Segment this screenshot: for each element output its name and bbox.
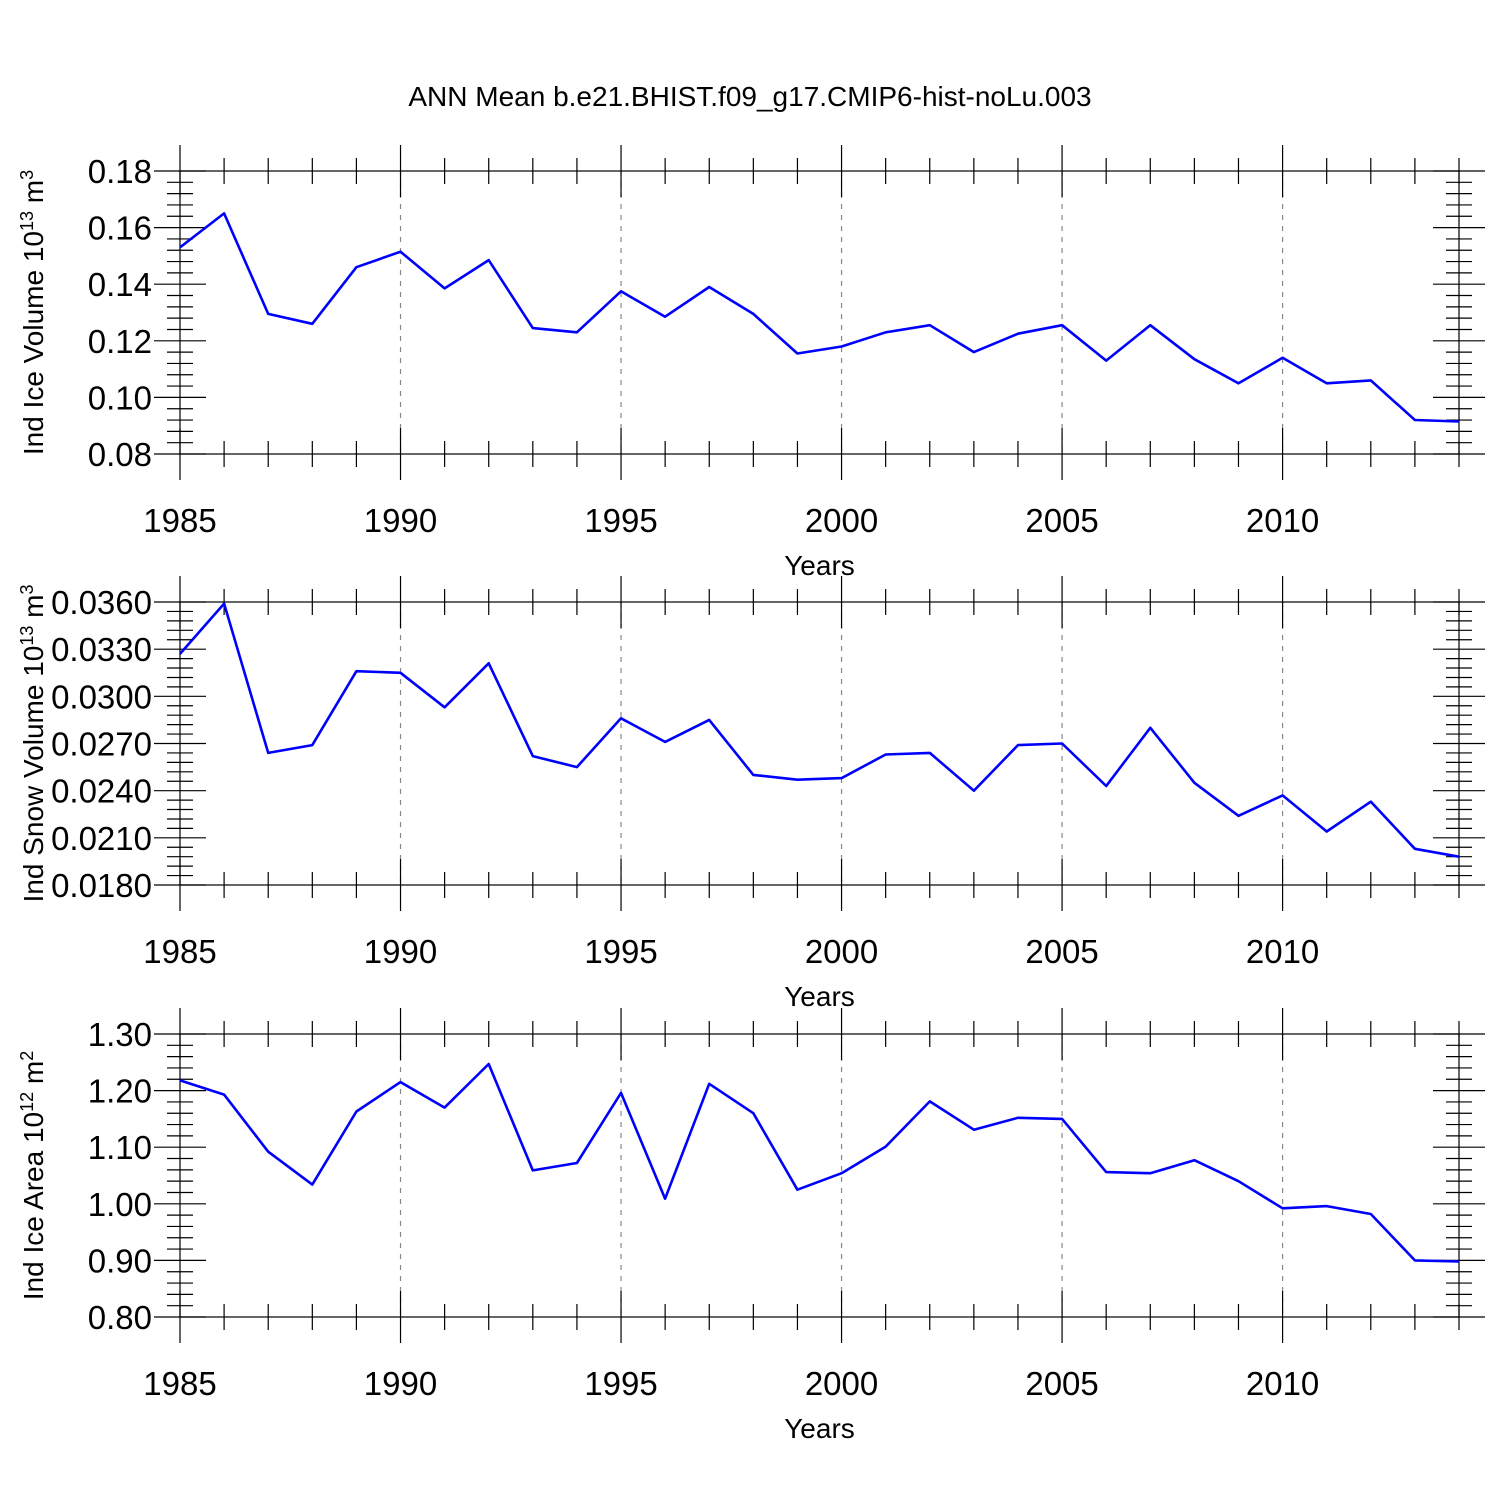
x-tick-label: 2000 <box>805 502 878 539</box>
plot-frame <box>179 170 1460 455</box>
x-tick-label: 1990 <box>364 933 437 970</box>
x-tick-label: 2000 <box>805 1365 878 1402</box>
y-axis-title: Ind Ice Volume 1013 m3 <box>17 170 49 455</box>
x-tick-label: 1990 <box>364 1365 437 1402</box>
y-tick-label: 1.00 <box>88 1186 152 1223</box>
y-tick-label: 0.10 <box>88 379 152 416</box>
x-tick-label: 2005 <box>1025 502 1098 539</box>
y-tick-label: 0.0240 <box>51 773 152 810</box>
y-tick-label: 0.0270 <box>51 726 152 763</box>
x-tick-label: 2010 <box>1246 502 1319 539</box>
x-tick-label: 1995 <box>584 933 657 970</box>
y-tick-label: 1.30 <box>88 1016 152 1053</box>
series-line <box>179 602 1460 858</box>
panel-1: 0.08 0.10 0.12 0.14 0.16 0.18 1985 1990 1995 2000… <box>17 145 1485 581</box>
y-axis-title: Ind Ice Area 1012 m2 <box>17 1051 49 1301</box>
y-tick-label: 0.0210 <box>51 820 152 857</box>
y-tick-label: 0.18 <box>88 153 152 190</box>
y-tick-label: 0.12 <box>88 323 152 360</box>
y-tick-label: 0.0330 <box>51 631 152 668</box>
x-axis-title: Years <box>784 1413 855 1444</box>
y-tick-label: 1.10 <box>88 1129 152 1166</box>
y-tick-label: 0.90 <box>88 1242 152 1279</box>
panel-3: 0.80 0.90 1.00 1.10 1.20 1.30 1985 1990 1995 2000… <box>17 1008 1485 1444</box>
y-tick-label: 0.14 <box>88 266 152 303</box>
panel-2: 0.0180 0.0210 0.0240 0.0270 0.0300 0.0330 0.03… <box>17 576 1485 1012</box>
y-tick-label: 0.80 <box>88 1299 152 1336</box>
series-line <box>179 1062 1460 1263</box>
x-tick-label: 2005 <box>1025 1365 1098 1402</box>
y-tick-label: 0.0180 <box>51 867 152 904</box>
x-axis-title: Years <box>784 550 855 581</box>
y-tick-label: 1.20 <box>88 1073 152 1110</box>
x-tick-label: 1995 <box>584 502 657 539</box>
figure-title: ANN Mean b.e21.BHIST.f09_g17.CMIP6-hist-… <box>408 81 1091 112</box>
y-tick-label: 0.0300 <box>51 678 152 715</box>
x-tick-label: 2000 <box>805 933 878 970</box>
y-tick-label: 0.0360 <box>51 584 152 621</box>
y-tick-label: 0.08 <box>88 436 152 473</box>
x-axis-title: Years <box>784 981 855 1012</box>
plot-frame <box>179 1033 1460 1318</box>
x-tick-label: 1985 <box>143 1365 216 1402</box>
x-tick-label: 1985 <box>143 502 216 539</box>
x-tick-label: 1995 <box>584 1365 657 1402</box>
series-line <box>179 212 1460 423</box>
y-axis-title: Ind Snow Volume 1013 m3 <box>17 585 49 903</box>
x-tick-label: 1990 <box>364 502 437 539</box>
x-tick-label: 2010 <box>1246 933 1319 970</box>
panels: 0.08 0.10 0.12 0.14 0.16 0.18 1985 1990 1995 2000… <box>17 145 1485 1444</box>
x-tick-label: 1985 <box>143 933 216 970</box>
x-tick-label: 2005 <box>1025 933 1098 970</box>
y-tick-label: 0.16 <box>88 210 152 247</box>
x-tick-label: 2010 <box>1246 1365 1319 1402</box>
